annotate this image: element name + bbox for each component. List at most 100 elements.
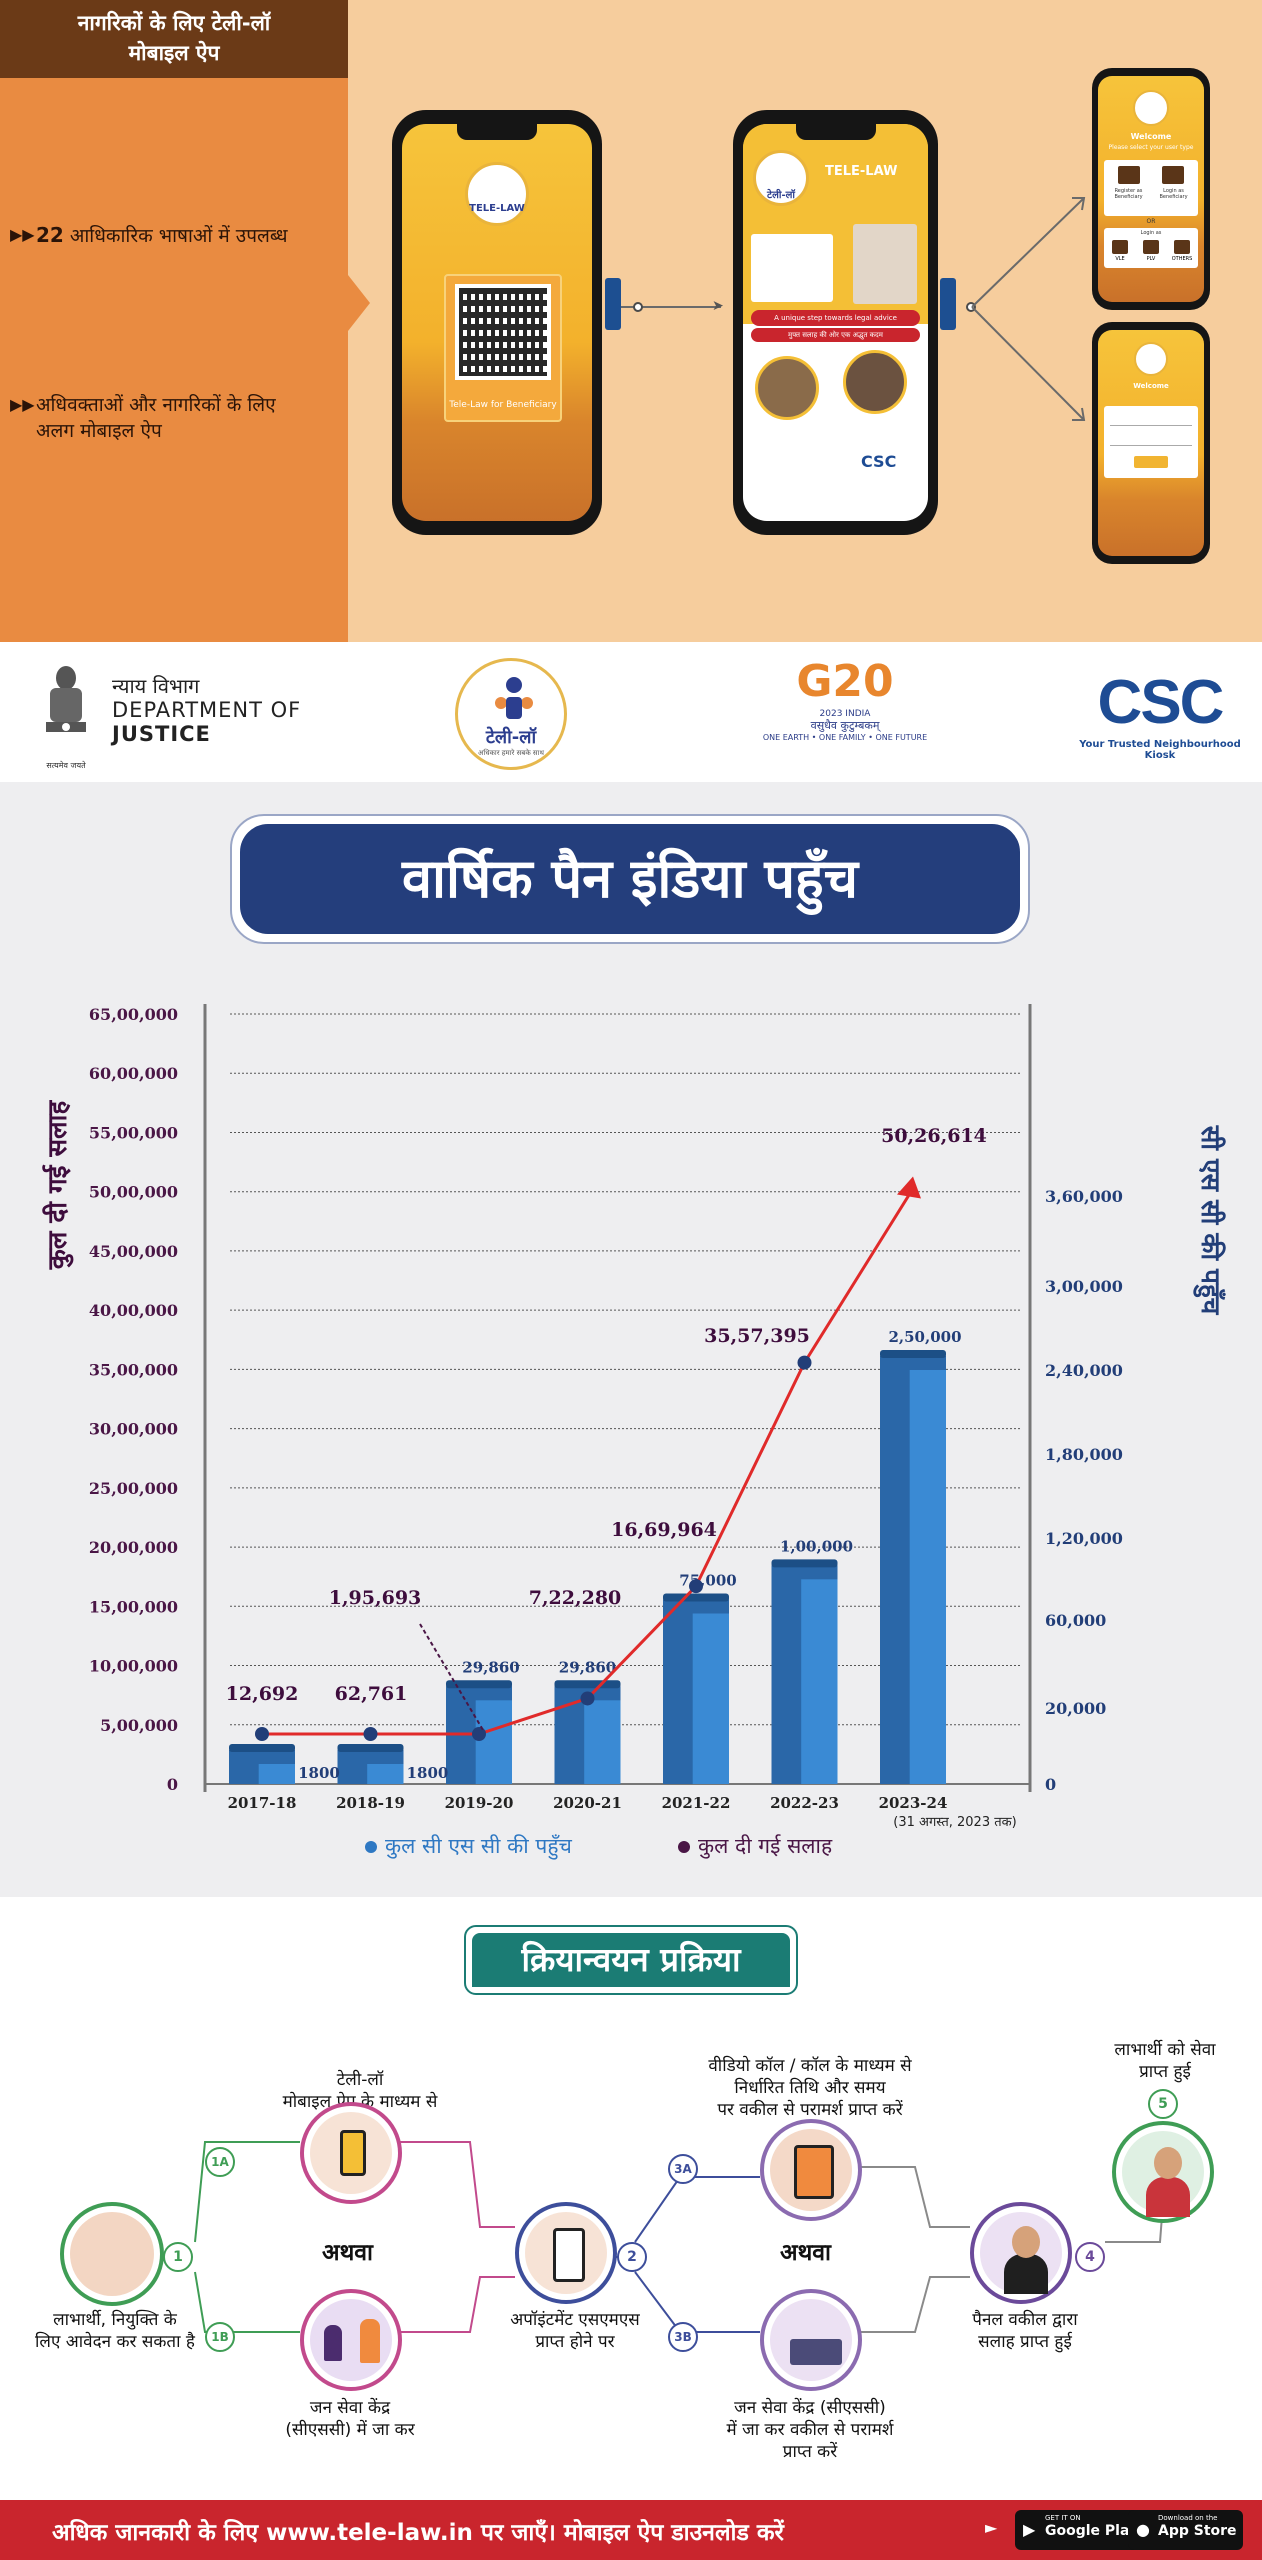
app-store-label: App Store <box>1158 2523 1237 2539</box>
login-option[interactable]: Login as Beneficiary <box>1159 188 1188 200</box>
advice-label: 35,57,395 <box>704 1325 810 1347</box>
step-1b-line2: (सीएससी) में जा कर <box>285 2420 415 2440</box>
telelaw-app-logo: टेली-लॉ <box>753 150 809 206</box>
advice-point <box>797 1355 812 1370</box>
brand-title: TELE-LAW <box>825 164 898 179</box>
left-axis-tick: 0 <box>167 1775 178 1794</box>
user-type-card: Register as Beneficiary Login as Benefic… <box>1104 160 1198 216</box>
step-3b-badge: 3B <box>668 2322 698 2352</box>
advice-label: 1,95,693 <box>329 1587 422 1609</box>
or-label-2: अथवा <box>780 2240 832 2266</box>
welcome-prompt: Please select your user type <box>1108 144 1194 151</box>
phone-screen: Welcome Please select your user type Reg… <box>1098 76 1204 302</box>
step-2-circle <box>515 2202 617 2304</box>
phone-qr: TELE-LAW Tele-Law for Beneficiary <box>392 110 602 535</box>
confused-person-icon <box>70 2212 154 2296</box>
step-3b-circle <box>760 2289 862 2391</box>
emblem-caption: सत्यमेव जयते <box>46 761 86 770</box>
portrait-image <box>853 224 917 304</box>
mobile-field[interactable] <box>1110 416 1192 426</box>
step-3a-badge: 3A <box>668 2154 698 2184</box>
step-3b-text: जन सेवा केंद्र (सीएससी) में जा कर वकील स… <box>690 2397 930 2463</box>
login-button[interactable] <box>1134 456 1168 468</box>
role-vle[interactable]: VLE <box>1115 256 1125 262</box>
step-1b-text: जन सेवा केंद्र (सीएससी) में जा कर <box>250 2397 450 2441</box>
left-axis-tick: 10,00,000 <box>89 1657 178 1676</box>
legend-advice-label: कुल दी गई सलाह <box>698 1834 833 1858</box>
connector-dot <box>966 302 976 312</box>
legend-csc-label: कुल सी एस सी की पहुँच <box>385 1834 572 1858</box>
legend-csc-swatch <box>365 1841 377 1853</box>
telelaw-app-logo <box>1133 90 1169 126</box>
partner-logos: सत्यमेव जयते न्याय विभाग DEPARTMENT OF J… <box>0 642 1262 782</box>
left-axis-tick: 15,00,000 <box>89 1597 178 1616</box>
role-plv[interactable]: PLV <box>1146 256 1156 262</box>
left-axis-tick: 20,00,000 <box>89 1538 178 1557</box>
step-4-text: पैनल वकील द्वारा सलाह प्राप्त हुई <box>935 2309 1115 2353</box>
advice-label: 50,26,614 <box>881 1125 987 1147</box>
step-1b-badge: 1B <box>205 2322 235 2352</box>
csc-reach-bar-face <box>909 1370 946 1784</box>
csc-reach-bar-face <box>584 1700 621 1784</box>
advice-point <box>255 1727 269 1741</box>
panel-pointer <box>348 275 370 331</box>
csc-reach-bar-top <box>229 1744 295 1752</box>
qr-card[interactable]: Tele-Law for Beneficiary <box>444 274 562 422</box>
advice-point <box>472 1727 486 1741</box>
csc-reach-bar-face <box>475 1700 512 1784</box>
welcome-title: Welcome <box>1130 132 1172 141</box>
left-axis-tick: 50,00,000 <box>89 1183 178 1202</box>
phone-dock <box>940 278 956 330</box>
step-5-line1: लाभार्थी को सेवा <box>1114 2040 1216 2060</box>
step-3a-line3: पर वकील से परामर्श प्राप्त करें <box>717 2100 903 2120</box>
google-play-badge[interactable]: ▶ GET IT ON Google Play <box>1015 2510 1145 2550</box>
arrow-right-icon: ► <box>985 2518 998 2537</box>
csc-reach-bar-top <box>771 1559 838 1568</box>
csc-reach-label: 2,50,000 <box>888 1328 961 1346</box>
telelaw-app-logo: TELE-LAW <box>465 162 529 226</box>
mobile-app-hand-icon <box>310 2112 392 2194</box>
role-others[interactable]: OTHERS <box>1171 256 1193 262</box>
annual-reach-section: वार्षिक पैन इंडिया पहुँच कुल दी गई सलाह … <box>0 782 1262 1897</box>
vle-icon[interactable] <box>1112 240 1128 254</box>
process-title-box: क्रियान्वयन प्रक्रिया <box>464 1925 798 1995</box>
advice-point <box>363 1727 378 1741</box>
step-start-line2: लिए आवेदन कर सकता है <box>35 2332 195 2352</box>
legend-advice-swatch <box>678 1841 690 1853</box>
step-5-text: लाभार्थी को सेवा प्राप्त हुई <box>1080 2039 1250 2083</box>
others-icon[interactable] <box>1174 240 1190 254</box>
csc-reach-label: 1800 <box>407 1764 449 1782</box>
advice-label: 12,692 <box>226 1683 299 1705</box>
footer-bar: अधिक जानकारी के लिए www.tele-law.in पर ज… <box>0 2500 1262 2560</box>
step-start-line1: लाभार्थी, नियुक्ति के <box>53 2310 177 2330</box>
g20-main: G20 <box>796 656 894 707</box>
arrow-right-icon: ➤ <box>712 298 724 314</box>
register-option[interactable]: Register as Beneficiary <box>1114 188 1143 200</box>
right-axis-tick: 2,40,000 <box>1045 1361 1123 1380</box>
phone-splash: टेली-लॉ TELE-LAW A unique step towards l… <box>733 110 938 535</box>
csc-main: CSC <box>1097 668 1225 737</box>
footer-message: अधिक जानकारी के लिए www.tele-law.in पर ज… <box>52 2520 784 2546</box>
features-panel: नागरिकों के लिए टेली-लॉ मोबाइल ऐप ▶▶ 22 … <box>0 0 348 642</box>
advice-point <box>580 1691 595 1706</box>
app-store-badge[interactable]: ● Download on the App Store <box>1128 2510 1243 2550</box>
csc-logo: CSC Your Trusted Neighbourhood Kiosk <box>1075 667 1245 767</box>
csc-visit-icon <box>310 2299 392 2381</box>
telelaw-hindi: टेली-लॉ <box>485 727 537 748</box>
plv-icon[interactable] <box>1143 240 1159 254</box>
connector-line <box>621 306 721 308</box>
step-1a-circle <box>300 2102 402 2204</box>
step-3a-circle <box>760 2119 862 2221</box>
feature-languages: ▶▶ 22 आधिकारिक भाषाओं में उपलब्ध <box>10 222 330 249</box>
section-title-line1: नागरिकों के लिए टेली-लॉ <box>77 11 271 35</box>
advice-point <box>689 1579 703 1594</box>
welcome-title: Welcome <box>1133 382 1169 390</box>
step-5-badge: 5 <box>1148 2089 1178 2119</box>
csc-reach-bar-face <box>692 1613 729 1784</box>
g20-tagline: ONE EARTH • ONE FAMILY • ONE FUTURE <box>762 733 928 742</box>
otp-field[interactable] <box>1110 436 1192 446</box>
feature-languages-count: 22 <box>36 223 64 247</box>
phone-welcome: Welcome Please select your user type Reg… <box>1092 68 1210 310</box>
step-1-badge: 1 <box>163 2242 193 2272</box>
process-flow-lines <box>160 2141 1166 2333</box>
